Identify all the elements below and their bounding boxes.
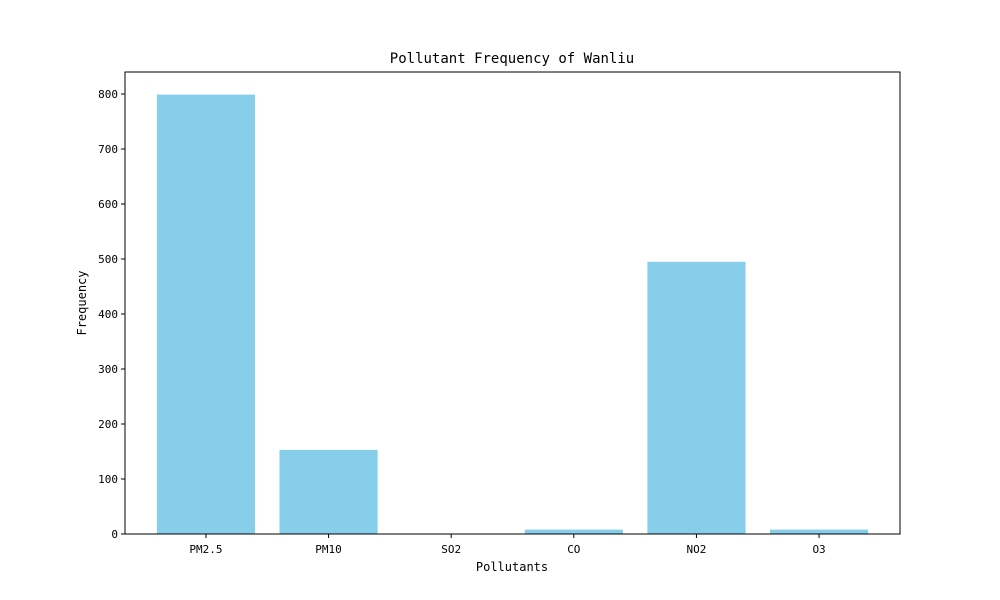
y-tick-label: 0 (111, 528, 118, 541)
bar-co (524, 529, 623, 534)
y-tick-label: 700 (98, 143, 118, 156)
x-tick-label: SO2 (441, 543, 461, 556)
y-tick-label: 500 (98, 253, 118, 266)
x-tick-label: O3 (812, 543, 825, 556)
x-tick-label: PM2.5 (189, 543, 222, 556)
y-tick-label: 400 (98, 308, 118, 321)
x-tick-label: PM10 (315, 543, 342, 556)
x-tick-label: NO2 (687, 543, 707, 556)
chart-title: Pollutant Frequency of Wanliu (390, 51, 634, 67)
bar-pm10 (279, 449, 378, 534)
bars-group (156, 94, 869, 535)
y-axis-ticks: 0 100 200 300 400 500 600 700 800 (98, 88, 125, 541)
bar-no2 (647, 261, 746, 535)
bar-pm25 (156, 94, 255, 534)
y-tick-label: 100 (98, 473, 118, 486)
x-axis-label: Pollutants (476, 560, 548, 574)
y-axis-label: Frequency (75, 270, 89, 335)
bar-o3 (770, 529, 869, 534)
y-tick-label: 600 (98, 198, 118, 211)
y-tick-label: 300 (98, 363, 118, 376)
y-tick-label: 800 (98, 88, 118, 101)
x-axis-ticks: PM2.5 PM10 SO2 CO NO2 O3 (189, 534, 826, 556)
plot-frame (124, 71, 901, 535)
y-tick-label: 200 (98, 418, 118, 431)
x-tick-label: CO (567, 543, 580, 556)
